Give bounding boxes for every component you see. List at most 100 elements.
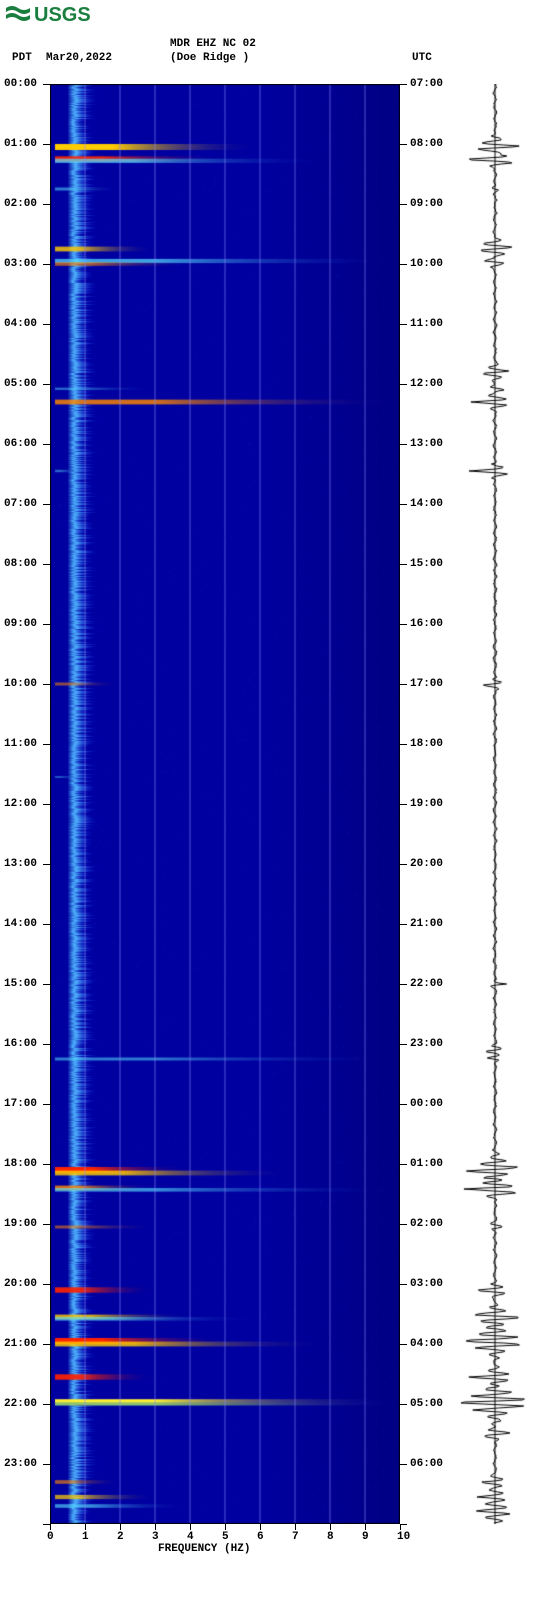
x-tick	[330, 1524, 331, 1530]
utc-time-label: 06:00	[410, 1458, 443, 1470]
pdt-time-label: 18:00	[4, 1158, 37, 1170]
utc-time-label: 19:00	[410, 798, 443, 810]
pdt-time-label: 06:00	[4, 438, 37, 450]
x-tick-label: 10	[397, 1531, 410, 1543]
station-label: MDR EHZ NC 02	[170, 38, 256, 50]
pdt-time-label: 14:00	[4, 918, 37, 930]
pdt-time-label: 20:00	[4, 1278, 37, 1290]
tz-left-label: PDT	[12, 52, 32, 64]
utc-time-label: 18:00	[410, 738, 443, 750]
pdt-time-label: 10:00	[4, 678, 37, 690]
pdt-tick	[43, 804, 50, 805]
utc-time-label: 10:00	[410, 258, 443, 270]
utc-time-label: 17:00	[410, 678, 443, 690]
utc-time-label: 12:00	[410, 378, 443, 390]
utc-time-label: 11:00	[410, 318, 443, 330]
pdt-time-label: 09:00	[4, 618, 37, 630]
figure: USGS PDT Mar20,2022 MDR EHZ NC 02 (Doe R…	[0, 0, 552, 1613]
spectrogram-canvas	[50, 84, 400, 1524]
utc-time-label: 22:00	[410, 978, 443, 990]
pdt-tick	[43, 1524, 50, 1525]
utc-tick	[400, 684, 407, 685]
pdt-time-label: 16:00	[4, 1038, 37, 1050]
utc-tick	[400, 864, 407, 865]
utc-tick	[400, 1224, 407, 1225]
utc-tick	[400, 1404, 407, 1405]
utc-tick	[400, 804, 407, 805]
pdt-time-label: 11:00	[4, 738, 37, 750]
pdt-tick	[43, 1224, 50, 1225]
pdt-time-label: 04:00	[4, 318, 37, 330]
pdt-time-label: 17:00	[4, 1098, 37, 1110]
utc-time-label: 15:00	[410, 558, 443, 570]
utc-time-label: 03:00	[410, 1278, 443, 1290]
utc-tick	[400, 1344, 407, 1345]
pdt-time-label: 12:00	[4, 798, 37, 810]
pdt-tick	[43, 1164, 50, 1165]
pdt-time-label: 23:00	[4, 1458, 37, 1470]
pdt-tick	[43, 924, 50, 925]
x-tick	[155, 1524, 156, 1530]
pdt-tick	[43, 564, 50, 565]
x-tick	[400, 1524, 401, 1530]
pdt-time-label: 13:00	[4, 858, 37, 870]
utc-tick	[400, 144, 407, 145]
utc-tick	[400, 924, 407, 925]
pdt-tick	[43, 144, 50, 145]
utc-tick	[400, 324, 407, 325]
pdt-tick	[43, 1284, 50, 1285]
x-tick	[190, 1524, 191, 1530]
pdt-tick	[43, 204, 50, 205]
utc-tick	[400, 624, 407, 625]
utc-time-label: 09:00	[410, 198, 443, 210]
x-tick	[295, 1524, 296, 1530]
utc-time-label: 00:00	[410, 1098, 443, 1110]
site-label: (Doe Ridge )	[170, 52, 249, 64]
pdt-time-label: 03:00	[4, 258, 37, 270]
utc-time-label: 14:00	[410, 498, 443, 510]
utc-time-label: 07:00	[410, 78, 443, 90]
utc-tick	[400, 204, 407, 205]
pdt-tick	[43, 1464, 50, 1465]
utc-time-label: 16:00	[410, 618, 443, 630]
pdt-tick	[43, 444, 50, 445]
pdt-tick	[43, 984, 50, 985]
pdt-tick	[43, 1404, 50, 1405]
pdt-time-label: 19:00	[4, 1218, 37, 1230]
pdt-time-label: 01:00	[4, 138, 37, 150]
utc-time-label: 05:00	[410, 1398, 443, 1410]
date-label: Mar20,2022	[46, 52, 112, 64]
utc-tick	[400, 84, 407, 85]
x-tick-label: 7	[292, 1531, 299, 1543]
usgs-logo: USGS	[4, 2, 92, 26]
utc-tick	[400, 564, 407, 565]
x-tick	[225, 1524, 226, 1530]
seismogram-canvas	[450, 84, 540, 1524]
pdt-time-label: 05:00	[4, 378, 37, 390]
pdt-tick	[43, 744, 50, 745]
x-tick-label: 5	[222, 1531, 229, 1543]
x-tick-label: 3	[152, 1531, 159, 1543]
x-tick	[260, 1524, 261, 1530]
utc-tick	[400, 444, 407, 445]
pdt-tick	[43, 1044, 50, 1045]
utc-time-label: 23:00	[410, 1038, 443, 1050]
x-tick	[85, 1524, 86, 1530]
utc-time-label: 20:00	[410, 858, 443, 870]
x-tick-label: 6	[257, 1531, 264, 1543]
pdt-tick	[43, 624, 50, 625]
tz-right-label: UTC	[412, 52, 432, 64]
utc-tick	[400, 1044, 407, 1045]
utc-tick	[400, 1524, 407, 1525]
pdt-tick	[43, 324, 50, 325]
pdt-time-label: 07:00	[4, 498, 37, 510]
utc-tick	[400, 264, 407, 265]
utc-tick	[400, 1164, 407, 1165]
utc-time-label: 21:00	[410, 918, 443, 930]
x-tick	[120, 1524, 121, 1530]
x-tick-label: 0	[47, 1531, 54, 1543]
x-axis-label: FREQUENCY (HZ)	[158, 1543, 250, 1555]
pdt-tick	[43, 1344, 50, 1345]
utc-tick	[400, 984, 407, 985]
x-tick-label: 1	[82, 1531, 89, 1543]
